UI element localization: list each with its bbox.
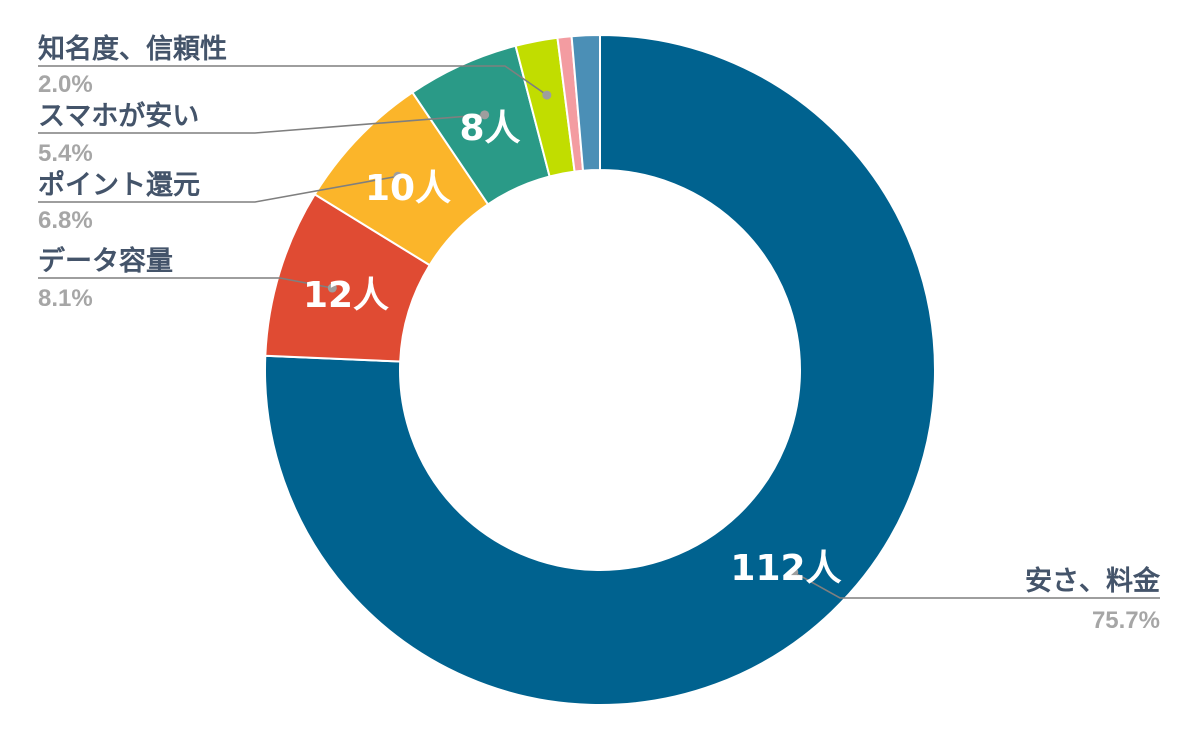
donut-slice-0 bbox=[264, 33, 936, 706]
data-label-10: 10人 bbox=[365, 168, 451, 209]
percent-point-kangen: 6.8% bbox=[38, 207, 93, 234]
donut-slices bbox=[264, 33, 936, 706]
percent-data-yoryo: 8.1% bbox=[38, 285, 93, 312]
data-label-8: 8人 bbox=[459, 108, 520, 149]
leader-dot-3 bbox=[480, 110, 490, 120]
label-yasusa-ryokin: 安さ、料金 bbox=[1025, 565, 1161, 597]
leader-dot-2 bbox=[393, 171, 403, 181]
label-point-kangen: ポイント還元 bbox=[38, 170, 200, 201]
percent-chimeido-shinraisei: 2.0% bbox=[38, 71, 93, 98]
leader-line-4 bbox=[38, 65, 548, 96]
leader-dot-4 bbox=[542, 90, 552, 100]
leader-line-0 bbox=[793, 571, 1160, 599]
donut-slice-6 bbox=[570, 33, 601, 172]
data-label-12: 12人 bbox=[303, 275, 389, 316]
label-data-yoryo: データ容量 bbox=[38, 245, 173, 277]
percent-yasusa-ryokin: 75.7% bbox=[1092, 607, 1160, 634]
leader-line-1 bbox=[38, 277, 333, 289]
label-sumaho-yasui: スマホが安い bbox=[38, 100, 199, 132]
label-chimeido-shinraisei: 知名度、信頼性 bbox=[38, 33, 227, 65]
leader-line-2 bbox=[38, 175, 398, 203]
percent-sumaho-yasui: 5.4% bbox=[38, 140, 93, 167]
leader-dot-1 bbox=[327, 283, 337, 293]
leader-dot-0 bbox=[789, 567, 799, 577]
leader-line-3 bbox=[38, 114, 485, 134]
leader-lines bbox=[38, 65, 1160, 599]
data-label-112: 112人 bbox=[730, 548, 841, 589]
